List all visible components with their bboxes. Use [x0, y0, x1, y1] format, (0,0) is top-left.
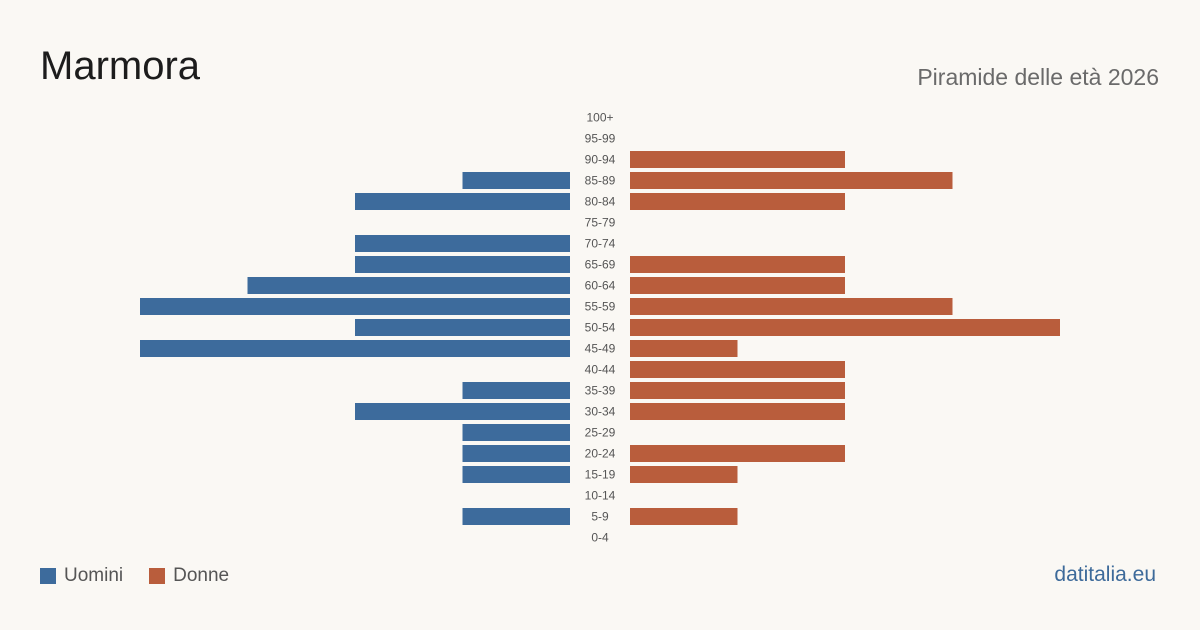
bar-men-65-69: [355, 256, 570, 273]
bar-men-50-54: [355, 319, 570, 336]
legend-item-men: Uomini: [40, 565, 123, 587]
bar-men-25-29: [462, 424, 570, 441]
bar-men-35-39: [462, 382, 570, 399]
age-label-45-49: 45-49: [585, 342, 616, 356]
bar-men-85-89: [462, 172, 570, 189]
age-label-60-64: 60-64: [585, 279, 616, 293]
age-label-5-9: 5-9: [591, 510, 609, 524]
legend: Uomini Donne: [40, 565, 255, 587]
age-label-75-79: 75-79: [585, 216, 616, 230]
age-label-65-69: 65-69: [585, 258, 616, 272]
bar-women-85-89: [630, 172, 953, 189]
legend-label-women: Donne: [173, 565, 230, 586]
age-label-40-44: 40-44: [585, 363, 616, 377]
age-label-95-99: 95-99: [585, 132, 616, 146]
age-label-100+: 100+: [586, 111, 613, 125]
bar-men-55-59: [140, 298, 570, 315]
age-label-50-54: 50-54: [585, 321, 616, 335]
bar-men-5-9: [462, 508, 570, 525]
bar-men-20-24: [462, 445, 570, 462]
bar-women-60-64: [630, 277, 845, 294]
legend-label-men: Uomini: [64, 565, 124, 586]
bar-men-60-64: [247, 277, 570, 294]
legend-swatch-men: [40, 568, 56, 584]
age-label-10-14: 10-14: [585, 489, 616, 503]
bar-women-65-69: [630, 256, 845, 273]
chart-title: Marmora: [40, 44, 201, 88]
bar-women-55-59: [630, 298, 953, 315]
age-label-15-19: 15-19: [585, 468, 616, 482]
bar-men-30-34: [355, 403, 570, 420]
age-label-35-39: 35-39: [585, 384, 616, 398]
age-label-0-4: 0-4: [591, 531, 609, 545]
age-label-90-94: 90-94: [585, 153, 616, 167]
bar-women-90-94: [630, 151, 845, 168]
age-label-55-59: 55-59: [585, 300, 616, 314]
age-label-20-24: 20-24: [585, 447, 616, 461]
bar-women-5-9: [630, 508, 738, 525]
bar-men-15-19: [462, 466, 570, 483]
age-label-30-34: 30-34: [585, 405, 616, 419]
bar-women-35-39: [630, 382, 845, 399]
bar-women-50-54: [630, 319, 1060, 336]
bar-women-30-34: [630, 403, 845, 420]
bar-women-20-24: [630, 445, 845, 462]
bar-women-45-49: [630, 340, 738, 357]
age-label-25-29: 25-29: [585, 426, 616, 440]
chart-subtitle: Piramide delle età 2026: [917, 64, 1159, 90]
bar-women-40-44: [630, 361, 845, 378]
age-label-80-84: 80-84: [585, 195, 616, 209]
age-label-70-74: 70-74: [585, 237, 616, 251]
source-link[interactable]: datitalia.eu: [1054, 563, 1156, 586]
age-label-85-89: 85-89: [585, 174, 616, 188]
bar-men-80-84: [355, 193, 570, 210]
legend-item-women: Donne: [149, 565, 229, 587]
legend-swatch-women: [149, 568, 166, 584]
bar-men-45-49: [140, 340, 570, 357]
bar-men-70-74: [355, 235, 570, 252]
bar-women-15-19: [630, 466, 738, 483]
bar-women-80-84: [630, 193, 845, 210]
